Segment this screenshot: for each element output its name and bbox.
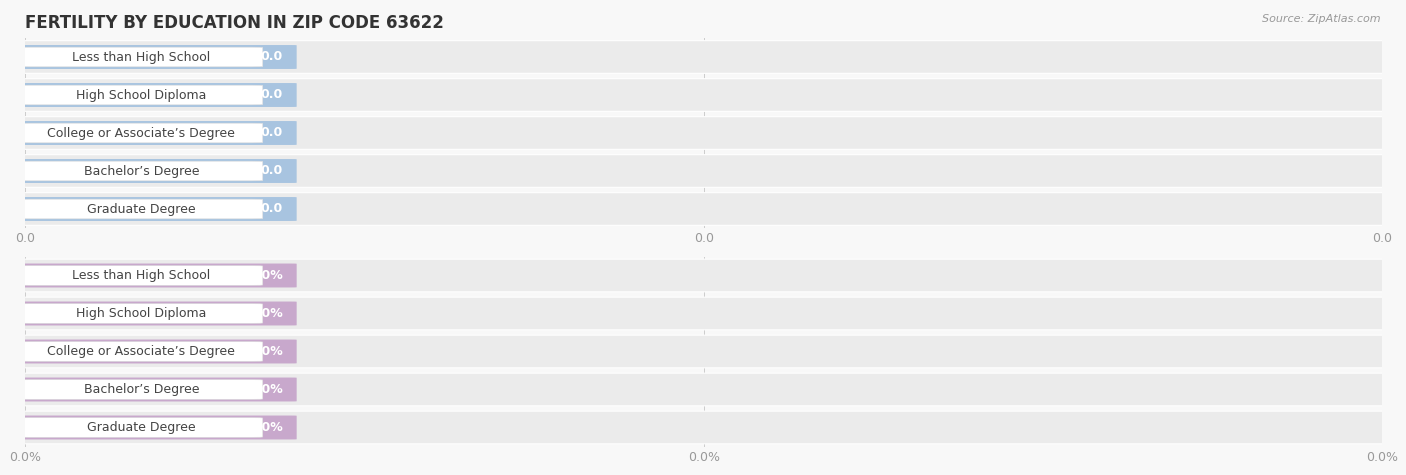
Text: 0.0%: 0.0% xyxy=(249,383,283,396)
FancyBboxPatch shape xyxy=(20,161,263,181)
FancyBboxPatch shape xyxy=(18,117,1389,149)
Text: Graduate Degree: Graduate Degree xyxy=(87,202,195,216)
FancyBboxPatch shape xyxy=(20,342,263,361)
Text: 0.0: 0.0 xyxy=(262,50,283,64)
Text: 0.0: 0.0 xyxy=(262,126,283,140)
Text: 0.0: 0.0 xyxy=(262,164,283,178)
Text: 0.0: 0.0 xyxy=(262,202,283,216)
FancyBboxPatch shape xyxy=(18,340,297,363)
FancyBboxPatch shape xyxy=(20,123,263,143)
FancyBboxPatch shape xyxy=(20,304,263,323)
FancyBboxPatch shape xyxy=(18,121,297,145)
FancyBboxPatch shape xyxy=(20,47,263,67)
Text: 0.0%: 0.0% xyxy=(249,307,283,320)
FancyBboxPatch shape xyxy=(18,197,297,221)
FancyBboxPatch shape xyxy=(18,297,1389,330)
FancyBboxPatch shape xyxy=(20,380,263,399)
Text: Less than High School: Less than High School xyxy=(72,50,211,64)
Text: Source: ZipAtlas.com: Source: ZipAtlas.com xyxy=(1263,14,1381,24)
FancyBboxPatch shape xyxy=(18,193,1389,225)
Text: 0.0%: 0.0% xyxy=(249,421,283,434)
Text: 0.0%: 0.0% xyxy=(249,345,283,358)
FancyBboxPatch shape xyxy=(18,378,297,401)
FancyBboxPatch shape xyxy=(18,416,297,439)
FancyBboxPatch shape xyxy=(18,41,1389,73)
FancyBboxPatch shape xyxy=(18,411,1389,444)
FancyBboxPatch shape xyxy=(18,83,297,107)
FancyBboxPatch shape xyxy=(18,302,297,325)
FancyBboxPatch shape xyxy=(20,199,263,219)
Text: Less than High School: Less than High School xyxy=(72,269,211,282)
Text: Graduate Degree: Graduate Degree xyxy=(87,421,195,434)
FancyBboxPatch shape xyxy=(20,266,263,285)
FancyBboxPatch shape xyxy=(18,264,297,287)
Text: 0.0%: 0.0% xyxy=(249,269,283,282)
FancyBboxPatch shape xyxy=(18,155,1389,187)
Text: Bachelor’s Degree: Bachelor’s Degree xyxy=(83,164,200,178)
Text: Bachelor’s Degree: Bachelor’s Degree xyxy=(83,383,200,396)
Text: High School Diploma: High School Diploma xyxy=(76,307,207,320)
FancyBboxPatch shape xyxy=(18,259,1389,292)
Text: College or Associate’s Degree: College or Associate’s Degree xyxy=(48,345,235,358)
FancyBboxPatch shape xyxy=(18,45,297,69)
FancyBboxPatch shape xyxy=(18,159,297,183)
FancyBboxPatch shape xyxy=(18,79,1389,111)
FancyBboxPatch shape xyxy=(18,373,1389,406)
Text: FERTILITY BY EDUCATION IN ZIP CODE 63622: FERTILITY BY EDUCATION IN ZIP CODE 63622 xyxy=(25,14,444,32)
Text: 0.0: 0.0 xyxy=(262,88,283,102)
FancyBboxPatch shape xyxy=(20,418,263,437)
Text: High School Diploma: High School Diploma xyxy=(76,88,207,102)
Text: College or Associate’s Degree: College or Associate’s Degree xyxy=(48,126,235,140)
FancyBboxPatch shape xyxy=(20,85,263,105)
FancyBboxPatch shape xyxy=(18,335,1389,368)
